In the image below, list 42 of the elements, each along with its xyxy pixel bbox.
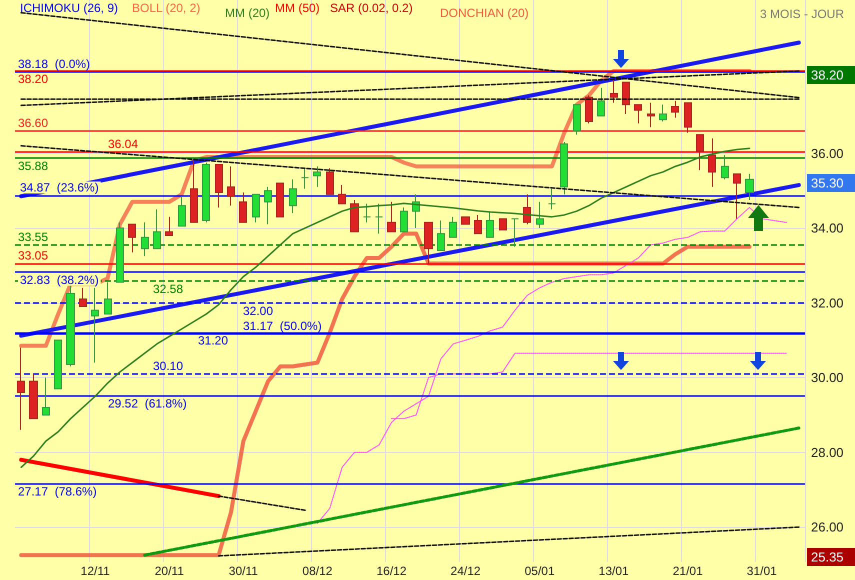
- ref-line-label: 33.55: [18, 230, 48, 244]
- x-tick-label: 20/11: [154, 564, 184, 578]
- text: 35.30: [811, 176, 844, 190]
- text: 38.20: [811, 68, 844, 82]
- ref-line-label: 36.04: [108, 136, 138, 151]
- ref-line-label: 38.18 (0.0%): [18, 56, 90, 71]
- y-tick-label: 30.00: [811, 370, 844, 386]
- text: 3 MOIS - JOUR: [760, 7, 844, 21]
- ref-line-label: 27.17 (78.6%): [18, 484, 97, 498]
- annotation: MM (50): [275, 1, 320, 15]
- x-tick-label: 31/01: [746, 564, 778, 578]
- ref-line-label: 31.20: [198, 334, 228, 348]
- annotation: SAR (0.02, 0.2): [330, 1, 413, 15]
- ref-line-label: 34.87 (23.6%): [20, 180, 99, 195]
- x-tick-label: 16/12: [376, 564, 407, 578]
- ref-line-label: 31.17 (50.0%): [243, 318, 322, 333]
- ref-line-label: 32.58: [153, 282, 184, 296]
- annotation: ICHIMOKU (26, 9): [20, 1, 118, 15]
- x-tick-label: 30/11: [228, 564, 258, 578]
- text: MM (20): [225, 6, 270, 20]
- x-tick-label: 24/12: [450, 564, 481, 578]
- ref-line-label: 32.00: [243, 304, 274, 318]
- ref-line-label: 32.83 (38.2%): [20, 272, 99, 287]
- x-tick-label: 05/01: [524, 564, 555, 578]
- x-tick-label: 13/01: [598, 564, 630, 578]
- text: 25.35: [811, 550, 844, 564]
- ref-line-label: 33.05: [18, 248, 48, 263]
- x-tick-label: 08/12: [302, 564, 333, 578]
- ref-line-label: 36.60: [18, 116, 48, 130]
- y-tick-label: 32.00: [811, 295, 844, 310]
- y-tick-label: 28.00: [811, 444, 844, 460]
- ref-line-label: 30.10: [153, 358, 184, 373]
- y-tick-label: 26.00: [811, 520, 844, 535]
- x-tick-label: 12/11: [80, 564, 110, 578]
- ref-line-label: 29.52 (61.8%): [108, 396, 187, 411]
- text: DONCHIAN (20): [440, 6, 529, 20]
- y-tick-label: 34.00: [811, 220, 844, 236]
- ref-line-label: 38.20: [18, 72, 48, 86]
- y-tick-label: 36.00: [811, 146, 844, 161]
- ref-line-label: 35.88: [18, 158, 48, 173]
- annotation: BOLL (20, 2): [132, 1, 200, 15]
- x-tick-label: 21/01: [672, 564, 704, 578]
